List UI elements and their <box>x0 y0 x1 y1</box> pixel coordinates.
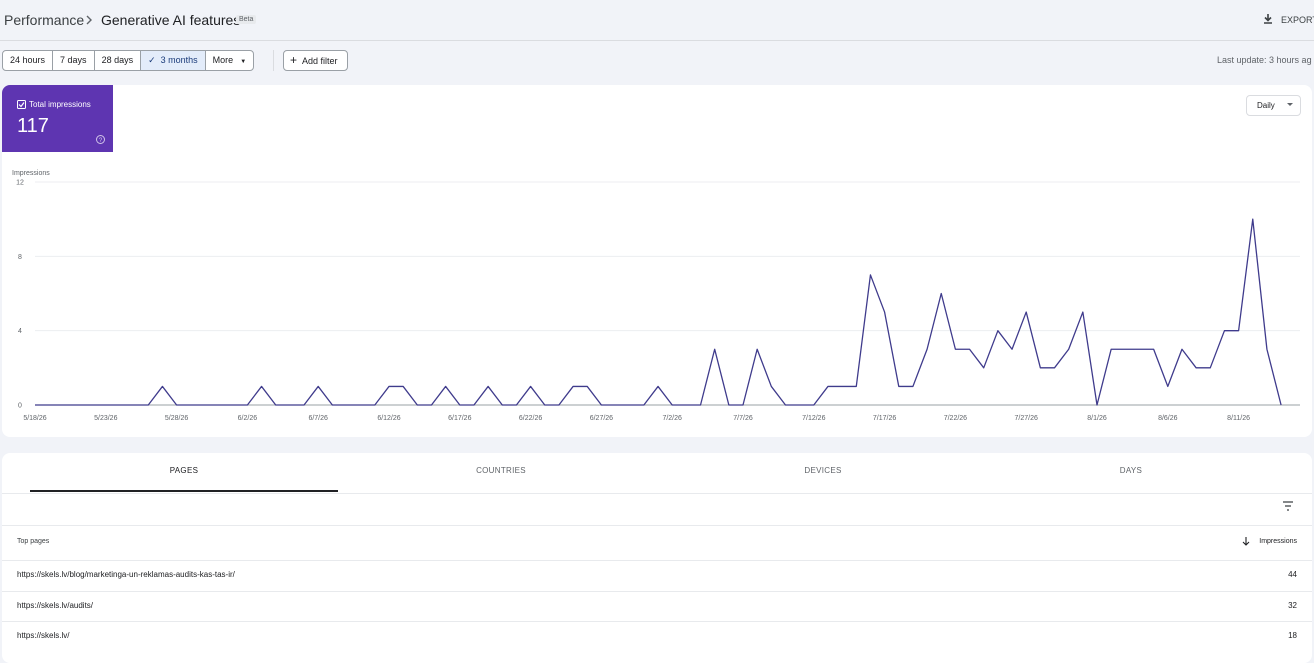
page-url[interactable]: https://skels.lv/blog/marketinga-un-rekl… <box>17 570 235 579</box>
x-tick-label: 6/22/26 <box>519 415 542 422</box>
y-tick-label: 12 <box>16 180 24 187</box>
range-label: 24 hours <box>10 55 46 65</box>
x-tick-label: 7/17/26 <box>873 415 896 422</box>
x-tick-label: 6/7/26 <box>308 415 328 422</box>
date-range-group: 24 hours 7 days 28 days ✓ 3 months More ▼ <box>2 50 255 71</box>
chart: Impressions 0 4 8 12 5/18/26 5/23/26 5/28/26 6/… <box>12 170 1300 422</box>
metric-value: 117 <box>17 115 49 137</box>
x-tick-label: 5/18/26 <box>23 415 46 422</box>
range-label: 28 days <box>101 55 134 65</box>
range-button[interactable]: 7 days <box>53 51 95 70</box>
separator <box>2 560 1312 561</box>
breadcrumb[interactable]: Performance <box>4 12 85 28</box>
range-label: 7 days <box>60 55 87 65</box>
filter-icon[interactable] <box>1282 501 1294 511</box>
range-label: 3 months <box>160 55 198 65</box>
separator <box>2 493 1312 494</box>
y-tick-label: 4 <box>18 328 22 335</box>
range-button[interactable]: More ▼ <box>206 51 253 70</box>
column-header[interactable]: Impressions <box>1259 538 1297 545</box>
header: Performance Generative AI features Beta … <box>0 0 1314 41</box>
impressions: 32 <box>1288 600 1297 610</box>
separator <box>2 525 1312 526</box>
tab[interactable]: DEVICES <box>804 466 842 475</box>
tab-underline <box>30 490 338 492</box>
x-tick-label: 7/27/26 <box>1015 415 1038 422</box>
y-tick-label: 0 <box>18 403 22 410</box>
plus-icon: + <box>290 53 298 67</box>
granularity-dropdown[interactable]: Daily <box>1246 95 1301 116</box>
add-filter-label: Add filter <box>302 56 338 66</box>
y-tick-label: 8 <box>18 254 22 261</box>
tab[interactable]: COUNTRIES <box>476 466 526 475</box>
svg-text:?: ? <box>99 138 103 144</box>
sort-icon[interactable] <box>1242 537 1250 546</box>
checkbox-icon <box>17 100 26 109</box>
range-label: More <box>212 55 234 65</box>
metric-tile[interactable]: Total impressions 117 ? <box>2 85 113 152</box>
line-series <box>35 218 1282 406</box>
chart-card <box>2 85 1312 437</box>
x-tick-label: 5/28/26 <box>165 415 188 422</box>
check-icon: ✓ <box>148 55 156 65</box>
x-tick-label: 8/6/26 <box>1158 415 1178 422</box>
metric-label: Total impressions <box>29 100 91 109</box>
x-tick-label: 7/22/26 <box>944 415 967 422</box>
range-button[interactable]: ✓ 3 months <box>141 51 206 70</box>
page-title: Generative AI features <box>101 12 241 28</box>
page-url[interactable]: https://skels.lv/audits/ <box>17 600 94 610</box>
x-tick-label: 6/2/26 <box>238 415 258 422</box>
x-tick-label: 7/2/26 <box>662 415 682 422</box>
granularity-label: Daily <box>1257 101 1275 110</box>
export-icon[interactable] <box>1262 13 1274 25</box>
separator <box>2 590 1312 592</box>
y-axis-label: Impressions <box>12 170 50 177</box>
tab[interactable]: DAYS <box>1119 466 1143 475</box>
dropdown-arrow <box>1287 103 1293 106</box>
impressions: 44 <box>1288 570 1297 579</box>
divider <box>273 50 274 71</box>
last-update: Last update: 3 hours ag <box>1217 55 1312 65</box>
add-filter-button[interactable]: + Add filter <box>283 50 348 71</box>
impressions: 18 <box>1288 631 1297 640</box>
help-icon[interactable]: ? <box>96 135 105 144</box>
page-url[interactable]: https://skels.lv/ <box>17 631 70 640</box>
table-card <box>2 453 1312 663</box>
tab[interactable]: PAGES <box>169 466 199 475</box>
range-button[interactable]: 28 days <box>95 51 142 70</box>
x-tick-label: 6/17/26 <box>448 415 471 422</box>
x-tick-label: 5/23/26 <box>94 415 117 422</box>
export-button[interactable]: EXPORT <box>1281 15 1314 25</box>
x-tick-label: 6/12/26 <box>377 415 400 422</box>
column-header: Top pages <box>17 538 50 545</box>
x-tick-label: 7/7/26 <box>733 415 753 422</box>
x-tick-label: 6/27/26 <box>590 415 613 422</box>
range-button[interactable]: 24 hours <box>3 51 54 70</box>
dropdown-arrow: ▼ <box>240 59 247 65</box>
separator <box>2 621 1312 622</box>
chevron <box>86 15 92 25</box>
beta-badge: Beta <box>236 15 257 24</box>
x-tick-label: 8/11/26 <box>1227 415 1250 422</box>
x-tick-label: 8/1/26 <box>1087 415 1107 422</box>
x-tick-label: 7/12/26 <box>802 415 825 422</box>
